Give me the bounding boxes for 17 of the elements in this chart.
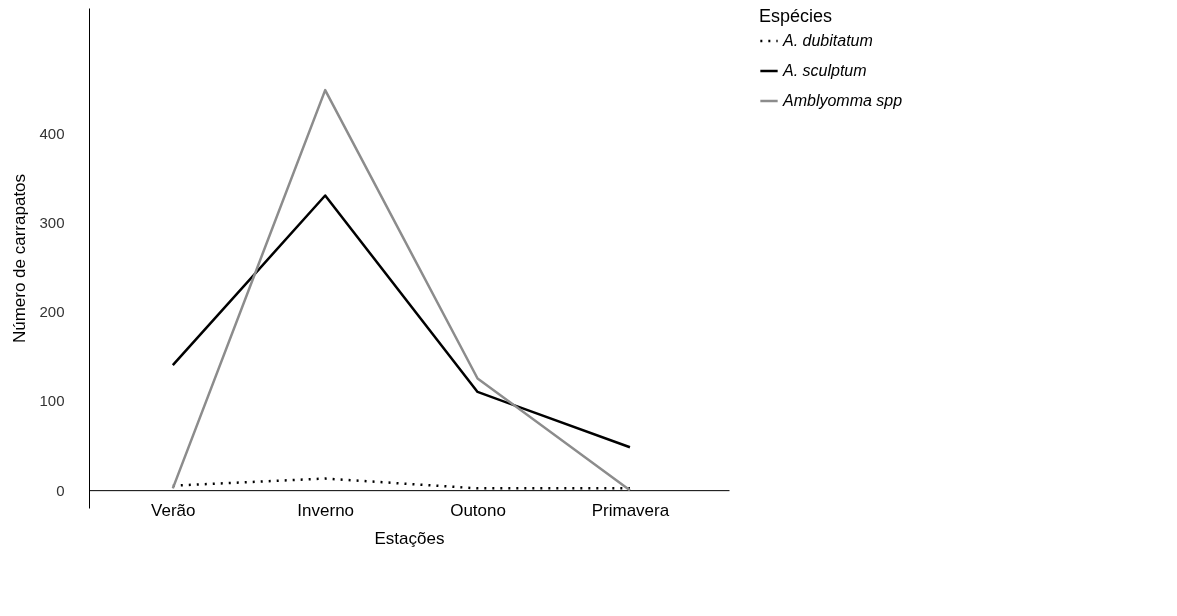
legend-title: Espécies [759, 6, 833, 26]
x-tick-label: Primavera [591, 500, 670, 520]
line-series [171, 88, 632, 492]
x-tick-label: Verão [151, 500, 196, 520]
legend-label: A. dubitatum [782, 32, 873, 49]
y-tick-label: 100 [39, 392, 65, 410]
legend-label: Amblyomma spp [782, 92, 903, 109]
legend-label: A. sculptum [782, 62, 867, 79]
y-tick-label: 400 [39, 124, 65, 142]
line-series [171, 194, 632, 449]
y-axis-title: Número de carrapatos [10, 173, 30, 344]
y-tick-label: 200 [39, 303, 65, 321]
y-tick-label: 0 [56, 481, 65, 499]
x-tick-label: Inverno [297, 500, 355, 520]
x-tick-label: Outono [450, 500, 506, 520]
x-axis-title: Estações [374, 528, 445, 548]
y-tick-label: 300 [39, 213, 65, 231]
